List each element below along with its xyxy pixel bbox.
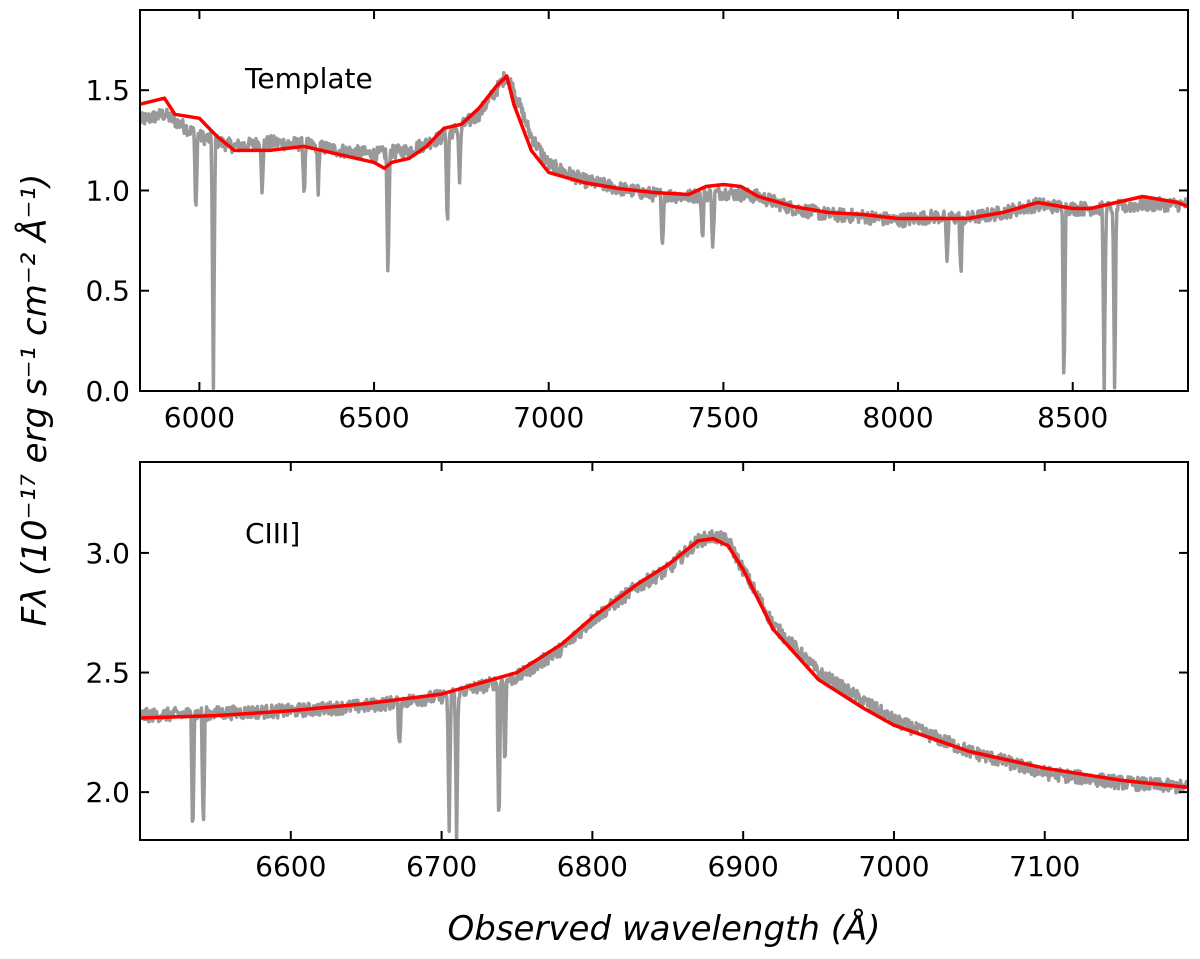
ciii-xtick-label-6800: 6800 bbox=[557, 850, 628, 883]
template-panel-label: Template bbox=[244, 62, 373, 95]
template-plot-area bbox=[140, 70, 1188, 391]
template-ticks: 6000 6500 7000 7500 8000 8500 0.0 0.5 1.0 1.5 bbox=[85, 10, 1188, 434]
ciii-axes-frame bbox=[139, 461, 1189, 841]
ciii-ytick-label-3: 3.0 bbox=[85, 537, 130, 570]
template-axes-frame bbox=[139, 9, 1189, 392]
template-ytick-label-0.5: 0.5 bbox=[85, 275, 130, 308]
template-ytick-label-1: 1.0 bbox=[85, 174, 130, 207]
template-xtick-label-6500: 6500 bbox=[338, 401, 409, 434]
template-xtick-label-7500: 7500 bbox=[688, 401, 759, 434]
ciii-panel: 6600 6700 6800 6900 7000 7100 2.0 2.5 3.0 CIII] bbox=[85, 461, 1189, 883]
y-axis-title: Fλ (10⁻¹⁷ erg s⁻¹ cm⁻² Å⁻¹) bbox=[14, 174, 55, 627]
ciii-panel-label: CIII] bbox=[245, 517, 300, 550]
template-ytick-label-0: 0.0 bbox=[85, 375, 130, 408]
template-fit-line bbox=[140, 74, 1188, 221]
template-xtick-label-6000: 6000 bbox=[164, 401, 235, 434]
template-panel: 6000 6500 7000 7500 8000 8500 0.0 0.5 1.0 1.5 Tem… bbox=[85, 9, 1189, 434]
ciii-ytick-label-2.5: 2.5 bbox=[85, 657, 130, 690]
template-observed-spectrum-line bbox=[140, 70, 1188, 391]
x-axis-title: Observed wavelength (Å) bbox=[447, 908, 880, 949]
template-xtick-label-8000: 8000 bbox=[862, 401, 933, 434]
ciii-xtick-label-7000: 7000 bbox=[858, 850, 929, 883]
template-xtick-label-8500: 8500 bbox=[1037, 401, 1108, 434]
ciii-observed-spectrum-line bbox=[140, 529, 1188, 840]
template-xtick-label-7000: 7000 bbox=[513, 401, 584, 434]
ciii-xtick-label-7100: 7100 bbox=[1009, 850, 1080, 883]
ciii-xtick-label-6900: 6900 bbox=[708, 850, 779, 883]
ciii-xtick-label-6700: 6700 bbox=[406, 850, 477, 883]
ciii-xtick-label-6600: 6600 bbox=[255, 850, 326, 883]
ciii-ytick-label-2: 2.0 bbox=[85, 776, 130, 809]
ciii-plot-area bbox=[140, 529, 1188, 840]
ciii-fit-line bbox=[140, 536, 1188, 790]
ciii-ticks: 6600 6700 6800 6900 7000 7100 2.0 2.5 3.0 bbox=[85, 462, 1188, 883]
template-ytick-label-1.5: 1.5 bbox=[85, 74, 130, 107]
